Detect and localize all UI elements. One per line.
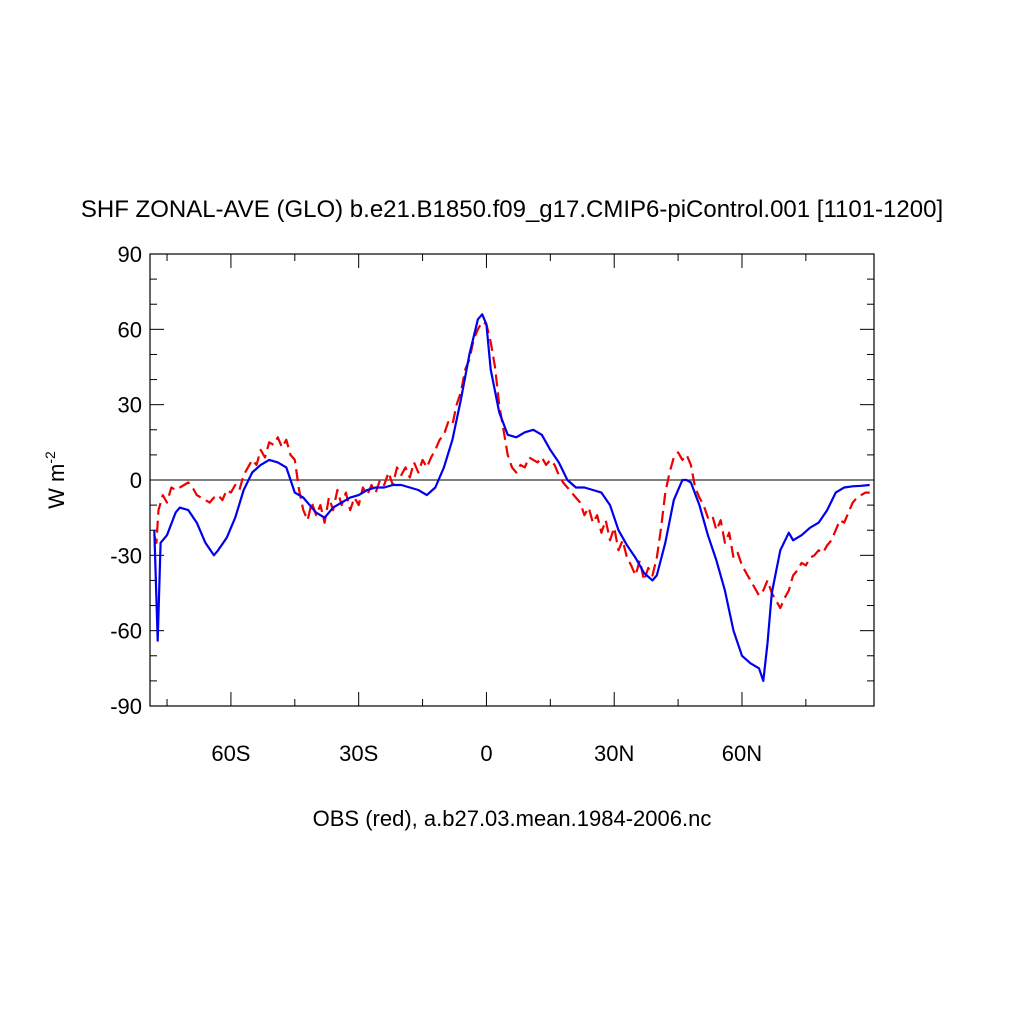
y-axis-label: W m-2 — [42, 451, 69, 509]
x-tick-label: 30S — [339, 741, 378, 766]
plot-frame — [149, 253, 875, 707]
y-tick-label: 0 — [130, 468, 142, 493]
y-tick-label: -90 — [110, 694, 142, 719]
x-tick-label: 60S — [211, 741, 250, 766]
y-tick-label: -60 — [110, 619, 142, 644]
tick-labels-layer: 90 60 30 0 -30 -60 -90 60S 30S 0 30N 60N — [110, 242, 762, 766]
y-axis-label-main: W m — [44, 464, 69, 509]
y-tick-label: 30 — [118, 393, 142, 418]
x-tick-label: 30N — [594, 741, 634, 766]
y-tick-label: 60 — [118, 317, 142, 342]
x-axis-label: OBS (red), a.b27.03.mean.1984-2006.nc — [313, 806, 712, 831]
series-layer — [153, 313, 870, 682]
y-axis-label-superscript: -2 — [42, 451, 58, 464]
series-line-obs — [153, 320, 870, 610]
y-tick-label: -30 — [110, 543, 142, 568]
x-tick-label: 60N — [722, 741, 762, 766]
y-tick-label: 90 — [118, 242, 142, 267]
series-line-model — [153, 313, 870, 682]
chart-title: SHF ZONAL-AVE (GLO) b.e21.B1850.f09_g17.… — [81, 196, 943, 223]
x-tick-label: 0 — [480, 741, 492, 766]
